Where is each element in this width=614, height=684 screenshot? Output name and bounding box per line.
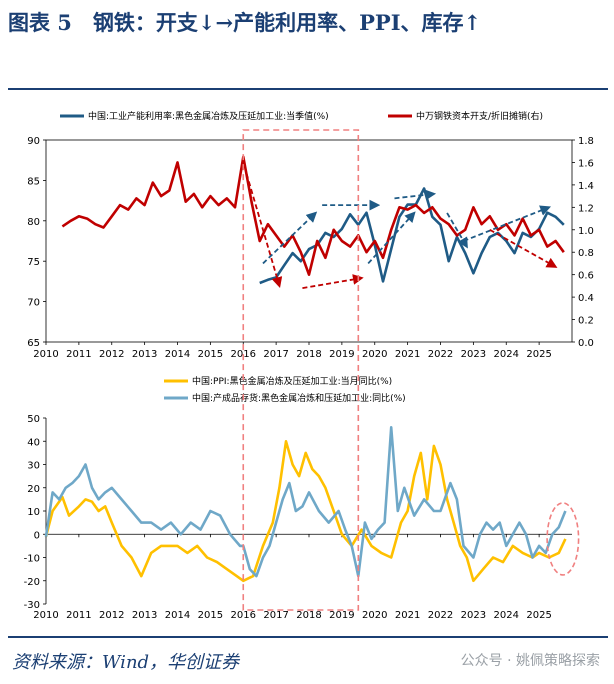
x-tick-label: 2014 [165,610,190,621]
x-tick-label: 2023 [461,349,486,360]
x-tick-label: 2014 [165,349,190,360]
x-tick-label: 2010 [33,349,58,360]
x-tick-label: 2017 [263,610,288,621]
title-divider [8,88,608,90]
x-tick-label: 2013 [132,610,157,621]
trend-arrow [262,211,318,265]
legend-label-inventory: 中国:产成品存货:黑色金属冶炼和压延加工业:同比(%) [192,392,406,404]
x-tick-label: 2019 [329,610,354,621]
y-tick-label: 40 [27,437,40,448]
source-note: 资料来源：Wind，华创证券 [12,652,240,673]
trend-arrow [463,205,551,242]
x-tick-label: 2012 [99,349,124,360]
capacity-utilization-line [259,187,565,285]
y-tick-label: -30 [24,600,40,611]
y-tick-label: -20 [24,577,40,588]
legend-label-capacity: 中国:工业产能利用率:黑色金属冶炼及压延加工业:当季值(%) [88,110,329,122]
x-tick-label: 2024 [494,610,519,621]
x-tick-label: 2021 [395,349,420,360]
x-tick-label: 2015 [198,349,223,360]
plot-frame [45,139,573,343]
legend-label-capex: 中万钢铁资本开支/折旧摊销(右) [416,110,543,122]
left-tick-label: 70 [27,298,40,309]
x-tick-label: 2021 [395,610,420,621]
right-tick-label: 1.8 [578,136,594,147]
highlight-ellipse [546,502,580,576]
x-tick-label: 2025 [526,610,551,621]
y-tick-label: -10 [24,554,40,565]
left-tick-label: 80 [27,217,40,228]
right-tick-label: 1.2 [578,203,594,214]
x-tick-label: 2022 [428,610,453,621]
right-tick-label: 1.6 [578,158,594,169]
x-tick-label: 2012 [99,610,124,621]
x-tick-label: 2023 [461,610,486,621]
left-tick-label: 85 [27,176,40,187]
x-tick-label: 2022 [428,349,453,360]
y-tick-label: 30 [27,461,40,472]
y-tick-label: 10 [27,507,40,518]
x-tick-label: 2013 [132,349,157,360]
right-tick-label: 1.0 [578,226,594,237]
left-tick-label: 90 [27,136,40,147]
y-tick-label: 0 [34,530,40,541]
x-tick-label: 2016 [231,610,256,621]
footer-divider [8,636,608,638]
x-tick-label: 2011 [66,610,91,621]
trend-arrow [302,274,364,290]
right-tick-label: 0.0 [578,338,594,349]
x-tick-label: 2018 [296,349,321,360]
capacity-capex-chart: 2010 2011 2012 2013 2014 2015 2016 2017 2018 2019… [27,110,594,360]
y-tick-label: 50 [27,414,40,425]
ppi-inventory-chart: 2010 2011 2012 2013 2014 2015 2016 2017 2018 2019… [24,375,580,621]
right-tick-label: 0.2 [578,316,594,327]
x-tick-label: 2020 [362,610,387,621]
x-tick-label: 2018 [296,610,321,621]
ppi-yoy-line [44,439,567,583]
x-tick-label: 2017 [263,349,288,360]
capex-depreciation-line [61,155,565,277]
inventory-yoy-line [44,425,567,578]
x-tick-label: 2011 [66,349,91,360]
trend-arrow [446,212,468,249]
left-tick-label: 65 [27,338,40,349]
x-tick-label: 2020 [362,349,387,360]
right-tick-label: 0.6 [578,271,594,282]
watermark: 公众号 · 姚佩策略探索 [460,653,600,669]
y-tick-label: 20 [27,484,40,495]
x-tick-label: 2025 [526,349,551,360]
trend-arrow [489,228,558,268]
trend-arrow [245,173,283,288]
trend-arrow [367,211,416,265]
x-tick-label: 2010 [33,610,58,621]
left-tick-label: 75 [27,257,40,268]
x-tick-label: 2024 [494,349,519,360]
highlight-box-2016-2019 [242,129,360,611]
x-tick-label: 2015 [198,610,223,621]
right-tick-label: 1.4 [578,181,594,192]
right-tick-label: 0.4 [578,293,594,304]
right-tick-label: 0.8 [578,248,594,259]
legend-label-ppi: 中国:PPI:黑色金属冶炼及压延加工业:当月同比(%) [192,375,392,387]
chart-title: 图表 5 钢铁：开支↓→产能利用率、PPI、库存↑ [8,10,482,35]
trend-arrow [394,189,437,201]
x-tick-label: 2019 [329,349,354,360]
